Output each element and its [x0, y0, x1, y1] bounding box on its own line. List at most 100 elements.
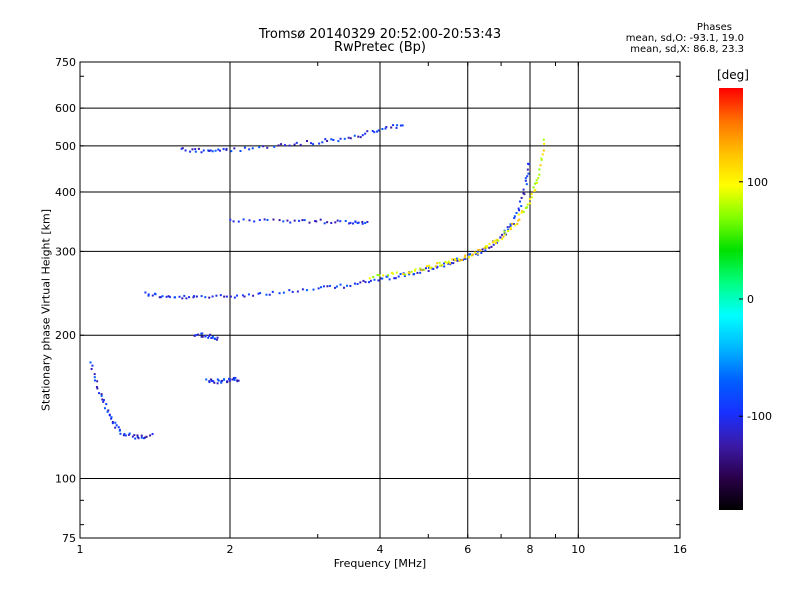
- data-point: [427, 270, 430, 273]
- data-point: [305, 140, 308, 143]
- data-point: [410, 270, 413, 273]
- data-point: [504, 233, 507, 236]
- data-point: [221, 379, 224, 382]
- data-point: [429, 267, 432, 270]
- data-point: [484, 245, 487, 248]
- data-point: [243, 146, 246, 149]
- data-point: [349, 221, 352, 224]
- colorbar: 100 0 -100: [719, 88, 772, 510]
- data-point: [520, 205, 523, 208]
- data-point: [474, 251, 477, 254]
- data-point: [208, 296, 211, 299]
- data-point: [424, 267, 427, 270]
- data-point: [483, 246, 486, 249]
- data-point: [209, 333, 212, 336]
- data-point: [526, 175, 529, 178]
- data-point: [330, 221, 333, 224]
- data-point: [154, 293, 157, 296]
- data-point: [266, 218, 269, 221]
- data-point: [93, 379, 96, 382]
- data-point: [526, 168, 529, 171]
- data-point: [463, 257, 466, 260]
- chart-subtitle: RwPretec (Bp): [333, 40, 427, 55]
- data-point: [520, 211, 523, 214]
- data-point: [529, 202, 532, 205]
- x-tick-label: 10: [571, 543, 585, 556]
- data-point: [323, 222, 326, 225]
- data-point: [213, 337, 216, 340]
- data-point: [151, 294, 154, 297]
- data-point: [397, 275, 400, 278]
- data-point: [356, 222, 359, 225]
- data-point: [303, 219, 306, 222]
- data-point: [394, 277, 397, 280]
- data-point: [364, 281, 367, 284]
- data-point: [463, 256, 466, 259]
- data-point: [147, 294, 150, 297]
- data-point: [314, 220, 317, 223]
- data-point: [216, 378, 219, 381]
- data-point: [530, 196, 533, 199]
- data-point: [364, 222, 367, 225]
- data-point: [438, 261, 441, 264]
- data-point: [432, 267, 435, 270]
- data-point: [315, 220, 318, 223]
- data-point: [414, 269, 417, 272]
- data-point: [392, 272, 395, 275]
- data-point: [542, 149, 545, 152]
- data-point: [226, 381, 229, 384]
- chart-title: Tromsø 20140329 20:52:00-20:53:43: [258, 27, 502, 42]
- data-point: [252, 294, 255, 297]
- data-point: [180, 147, 183, 150]
- data-point: [215, 294, 218, 297]
- data-point: [280, 143, 283, 146]
- data-point: [408, 273, 411, 276]
- data-point: [384, 127, 387, 130]
- data-point: [434, 265, 437, 268]
- data-point: [213, 381, 216, 384]
- data-point: [349, 137, 352, 140]
- data-point: [512, 223, 515, 226]
- data-point: [442, 262, 445, 265]
- x-axis-label: Frequency [MHz]: [333, 557, 427, 570]
- data-points: [89, 124, 546, 440]
- data-point: [111, 422, 114, 425]
- data-point: [359, 281, 362, 284]
- data-point: [282, 220, 285, 223]
- data-point: [119, 432, 122, 435]
- data-point: [111, 420, 114, 423]
- data-point: [91, 364, 94, 367]
- data-point: [413, 273, 416, 276]
- data-point: [145, 435, 148, 438]
- data-point: [189, 150, 192, 153]
- data-point: [449, 262, 452, 265]
- data-point: [241, 294, 244, 297]
- colorbar-unit: [deg]: [717, 68, 749, 82]
- data-point: [312, 288, 315, 291]
- data-point: [305, 289, 308, 292]
- data-point: [477, 248, 480, 251]
- data-point: [219, 294, 222, 297]
- data-point: [476, 252, 479, 255]
- data-point: [284, 144, 287, 147]
- data-point: [168, 296, 171, 299]
- data-point: [421, 268, 424, 271]
- data-point: [131, 435, 134, 438]
- data-point: [471, 253, 474, 256]
- data-point: [541, 153, 544, 156]
- y-tick-label: 500: [55, 140, 76, 153]
- data-point: [107, 409, 110, 412]
- data-point: [272, 218, 275, 221]
- data-point: [517, 219, 520, 222]
- data-point: [278, 292, 281, 295]
- data-point: [115, 424, 118, 427]
- data-point: [369, 279, 372, 282]
- data-point: [334, 286, 337, 289]
- data-point: [326, 139, 329, 142]
- data-point: [271, 290, 274, 293]
- data-point: [404, 273, 407, 276]
- data-point: [232, 378, 235, 381]
- data-point: [408, 272, 411, 275]
- data-point: [447, 260, 450, 263]
- data-point: [222, 148, 225, 151]
